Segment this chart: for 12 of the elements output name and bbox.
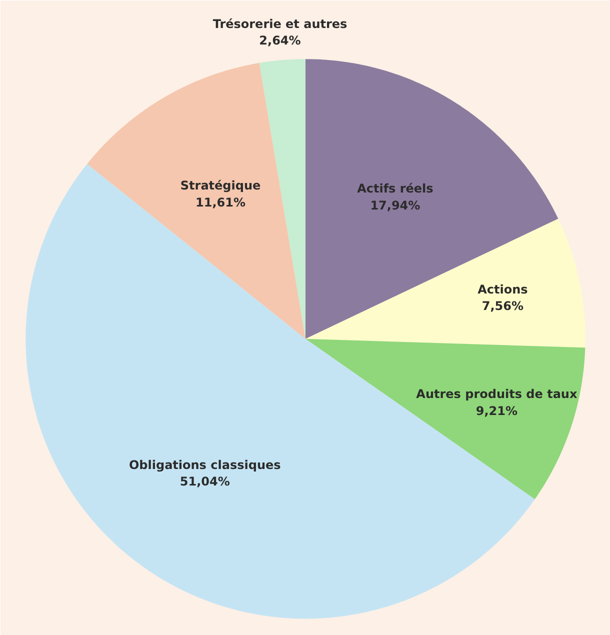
- data-label: 9,21%: [476, 404, 518, 418]
- data-label: 2,64%: [259, 34, 301, 48]
- slice-label: Obligations classiques: [128, 458, 281, 472]
- slice-label: Stratégique: [180, 178, 261, 193]
- data-label: 51,04%: [180, 474, 230, 489]
- data-label: 7,56%: [482, 299, 524, 314]
- slice-label: Actions: [478, 282, 528, 296]
- slice-label: Trésorerie et autres: [212, 16, 348, 31]
- slice-label: Autres produits de taux: [416, 387, 578, 402]
- data-label: 17,94%: [370, 198, 420, 212]
- slice-label: Actifs réels: [357, 182, 434, 196]
- data-label: 11,61%: [196, 195, 246, 210]
